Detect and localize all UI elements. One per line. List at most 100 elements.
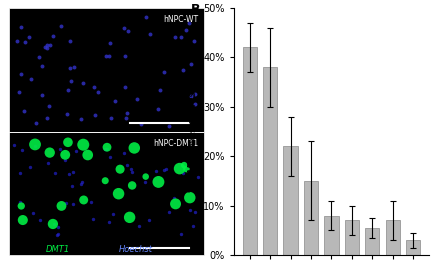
Point <box>177 34 184 39</box>
Point <box>28 77 35 81</box>
Point <box>180 171 187 175</box>
Point <box>92 113 99 117</box>
Point <box>95 90 102 94</box>
Point <box>52 171 59 175</box>
Point <box>191 92 198 97</box>
Point <box>70 170 77 174</box>
Point <box>64 88 71 92</box>
Point <box>128 170 135 175</box>
Point <box>191 39 198 43</box>
Point <box>134 97 141 101</box>
Point <box>102 54 109 58</box>
Point <box>126 215 133 219</box>
Point <box>26 35 33 39</box>
Point <box>69 184 76 188</box>
Point <box>141 180 148 184</box>
Point <box>39 64 46 68</box>
Point <box>39 93 46 97</box>
Point <box>186 21 193 25</box>
Point <box>69 202 76 206</box>
Point <box>120 151 127 155</box>
Point <box>122 85 129 89</box>
Point <box>102 146 110 151</box>
Point <box>79 81 86 85</box>
Point <box>43 46 50 50</box>
Point <box>55 232 62 236</box>
Point <box>129 183 136 188</box>
Point <box>142 15 149 19</box>
Point <box>124 28 131 33</box>
Point <box>176 166 183 171</box>
Point <box>172 35 179 39</box>
Bar <box>385 220 400 255</box>
Text: B: B <box>191 3 200 16</box>
Bar <box>345 220 359 255</box>
Point <box>62 153 69 157</box>
Point <box>180 68 187 72</box>
Point <box>166 210 173 215</box>
Point <box>102 179 109 183</box>
Point <box>66 172 73 176</box>
Point <box>117 167 124 171</box>
Point <box>80 198 87 202</box>
Text: hNPC-DMT1: hNPC-DMT1 <box>153 139 198 148</box>
Point <box>16 89 23 94</box>
Point <box>152 169 159 174</box>
Text: A: A <box>11 10 20 23</box>
Bar <box>9 132 205 255</box>
Point <box>46 150 53 155</box>
Point <box>18 72 25 76</box>
Point <box>41 45 48 49</box>
Point <box>21 40 28 44</box>
Bar <box>365 228 379 255</box>
Point <box>16 200 23 204</box>
Point <box>36 218 43 222</box>
Point <box>66 39 73 43</box>
Point <box>180 163 187 167</box>
Point <box>54 225 61 229</box>
Point <box>123 111 130 115</box>
Point <box>64 140 71 144</box>
Point <box>171 196 178 200</box>
Point <box>26 165 33 169</box>
Point <box>44 43 51 48</box>
Point <box>17 171 24 175</box>
Point <box>51 222 58 226</box>
Point <box>147 32 154 37</box>
Point <box>115 191 122 196</box>
Point <box>49 34 56 38</box>
Point <box>131 146 138 150</box>
Point <box>121 54 128 58</box>
Point <box>32 142 39 146</box>
Point <box>172 202 179 206</box>
Point <box>106 54 113 58</box>
Point <box>161 69 168 74</box>
Point <box>18 204 25 208</box>
Point <box>135 224 142 228</box>
Point <box>89 216 96 221</box>
Point <box>101 146 108 151</box>
Point <box>19 218 26 222</box>
Bar <box>304 181 318 255</box>
Point <box>191 210 198 214</box>
Point <box>103 145 110 149</box>
Point <box>161 168 168 172</box>
Text: Hoechst: Hoechst <box>119 245 153 254</box>
Point <box>107 41 114 45</box>
Point <box>90 85 97 89</box>
Point <box>44 161 51 165</box>
Point <box>49 222 57 226</box>
Point <box>122 116 129 120</box>
Point <box>30 211 37 216</box>
Point <box>142 175 149 179</box>
Point <box>84 153 91 157</box>
Y-axis label: % DMT1 over-expression: % DMT1 over-expression <box>187 71 198 192</box>
Bar <box>9 8 205 132</box>
Point <box>47 43 54 48</box>
Point <box>61 158 68 162</box>
Bar <box>283 146 298 255</box>
Point <box>110 212 117 216</box>
Point <box>186 195 193 200</box>
Point <box>124 163 131 168</box>
Point <box>63 201 70 205</box>
